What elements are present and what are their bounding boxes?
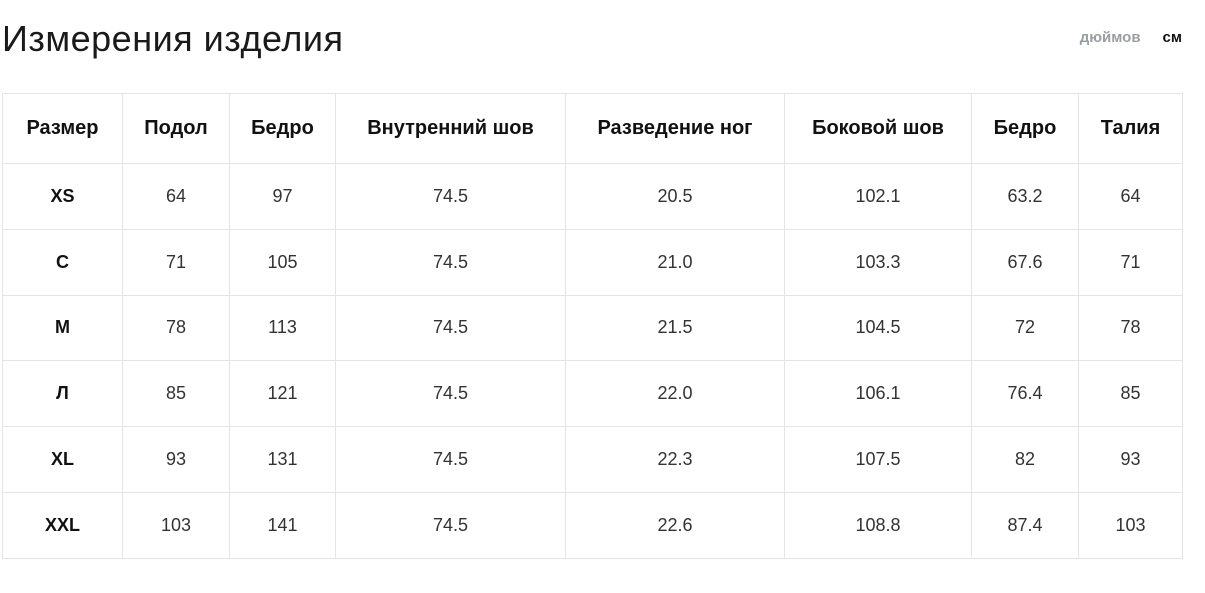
- column-header: Талия: [1078, 93, 1183, 164]
- size-cell: XS: [2, 163, 123, 230]
- column-header: Размер: [2, 93, 123, 164]
- column-header: Разведение ног: [565, 93, 785, 164]
- measure-cell: 104.5: [784, 294, 972, 362]
- size-cell: С: [2, 228, 123, 296]
- header-row: Размер Подол Бедро Внутренний шов Разведение…: [2, 93, 1183, 164]
- table-row: XXL 103 141 74.5 22.6 108.8 87.4 103: [2, 491, 1183, 559]
- page-title: Измерения изделия: [2, 18, 344, 59]
- measure-cell: 74.5: [335, 360, 566, 428]
- measure-cell: 107.5: [784, 426, 972, 493]
- measure-cell: 141: [229, 491, 336, 559]
- measure-cell: 74.5: [335, 163, 566, 230]
- measure-cell: 85: [1078, 360, 1183, 428]
- measure-cell: 102.1: [784, 163, 972, 230]
- column-header: Бедро: [971, 93, 1079, 164]
- measure-cell: 103: [122, 491, 230, 559]
- measure-cell: 64: [1078, 163, 1183, 230]
- table-row: M 78 113 74.5 21.5 104.5 72 78: [2, 294, 1183, 362]
- size-cell: M: [2, 294, 123, 362]
- size-cell: XL: [2, 426, 123, 493]
- measure-cell: 93: [122, 426, 230, 493]
- measure-cell: 93: [1078, 426, 1183, 493]
- measure-cell: 105: [229, 228, 336, 296]
- measure-cell: 71: [1078, 228, 1183, 296]
- measure-cell: 78: [122, 294, 230, 362]
- table-row: XL 93 131 74.5 22.3 107.5 82 93: [2, 426, 1183, 493]
- measure-cell: 76.4: [971, 360, 1079, 428]
- measure-cell: 87.4: [971, 491, 1079, 559]
- unit-toggle: дюймов см: [1080, 29, 1182, 46]
- measure-cell: 21.0: [565, 228, 785, 296]
- unit-option[interactable]: см: [1162, 29, 1182, 46]
- measure-cell: 63.2: [971, 163, 1079, 230]
- size-cell: Л: [2, 360, 123, 428]
- measure-cell: 74.5: [335, 491, 566, 559]
- measure-cell: 64: [122, 163, 230, 230]
- measure-cell: 22.6: [565, 491, 785, 559]
- size-cell: XXL: [2, 491, 123, 559]
- column-header: Внутренний шов: [335, 93, 566, 164]
- measure-cell: 106.1: [784, 360, 972, 428]
- table-row: XS 64 97 74.5 20.5 102.1 63.2 64: [2, 163, 1183, 230]
- size-table: Размер Подол Бедро Внутренний шов Разведение…: [2, 93, 1183, 559]
- unit-option[interactable]: дюймов: [1079, 29, 1141, 46]
- table-row: С 71 105 74.5 21.0 103.3 67.6 71: [2, 228, 1183, 296]
- measure-cell: 21.5: [565, 294, 785, 362]
- measure-cell: 74.5: [335, 294, 566, 362]
- measure-cell: 113: [229, 294, 336, 362]
- measure-cell: 20.5: [565, 163, 785, 230]
- measure-cell: 71: [122, 228, 230, 296]
- measure-cell: 22.0: [565, 360, 785, 428]
- table-row: Л 85 121 74.5 22.0 106.1 76.4 85: [2, 360, 1183, 428]
- measure-cell: 72: [971, 294, 1079, 362]
- measure-cell: 67.6: [971, 228, 1079, 296]
- measure-cell: 74.5: [335, 426, 566, 493]
- measure-cell: 82: [971, 426, 1079, 493]
- measure-cell: 131: [229, 426, 336, 493]
- measure-cell: 78: [1078, 294, 1183, 362]
- measure-cell: 85: [122, 360, 230, 428]
- measure-cell: 74.5: [335, 228, 566, 296]
- measure-cell: 97: [229, 163, 336, 230]
- measure-cell: 22.3: [565, 426, 785, 493]
- measure-cell: 108.8: [784, 491, 972, 559]
- measure-cell: 103: [1078, 491, 1183, 559]
- measure-cell: 103.3: [784, 228, 972, 296]
- measure-cell: 121: [229, 360, 336, 428]
- column-header: Бедро: [229, 93, 336, 164]
- column-header: Подол: [122, 93, 230, 164]
- column-header: Боковой шов: [784, 93, 972, 164]
